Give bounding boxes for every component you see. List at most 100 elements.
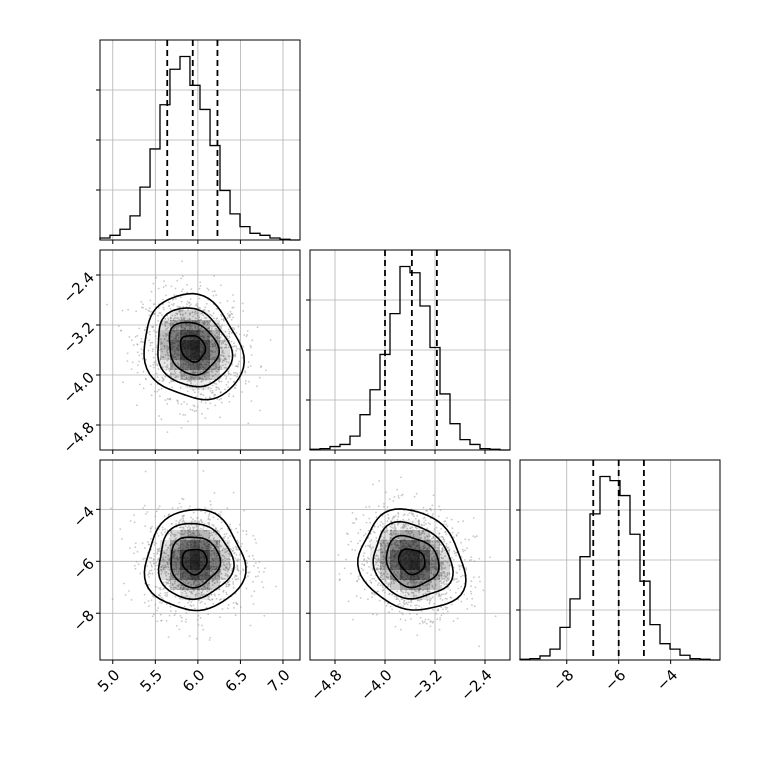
histogram-panel-1	[306, 249, 511, 454]
sample-point	[158, 505, 161, 508]
density-cell	[200, 370, 210, 380]
sample-point	[168, 538, 171, 540]
sample-point	[193, 371, 196, 374]
sample-point	[473, 560, 476, 562]
sample-point	[176, 572, 179, 575]
density-cell	[180, 340, 190, 350]
sample-point	[434, 584, 437, 587]
panel-frame	[99, 39, 301, 241]
sample-point	[478, 645, 480, 648]
sample-point	[180, 506, 183, 508]
sample-point	[422, 621, 424, 624]
sample-point	[226, 558, 229, 561]
density-cell	[390, 570, 400, 580]
sample-point	[182, 306, 185, 308]
sample-point	[442, 557, 445, 560]
sample-point	[172, 586, 175, 589]
sample-point	[351, 512, 354, 514]
sample-point	[409, 618, 412, 620]
sample-point	[138, 354, 141, 357]
sample-point	[170, 523, 173, 525]
sample-point	[445, 545, 448, 548]
sample-point	[135, 404, 138, 407]
sample-point	[142, 387, 145, 390]
contour-level	[170, 536, 222, 589]
sample-point	[178, 522, 180, 524]
sample-point	[181, 497, 183, 500]
sample-point	[209, 500, 212, 503]
sample-point	[393, 496, 396, 498]
density-cell	[370, 550, 380, 560]
sample-point	[461, 574, 464, 577]
sample-point	[207, 598, 210, 601]
sample-point	[395, 532, 397, 535]
sample-point	[443, 540, 445, 543]
sample-point	[219, 339, 222, 341]
sample-point	[178, 545, 181, 547]
sample-point	[190, 382, 193, 385]
sample-point	[182, 498, 185, 501]
sample-point	[152, 363, 155, 366]
sample-point	[224, 572, 227, 575]
sample-point	[192, 526, 194, 529]
sample-point	[429, 599, 431, 602]
sample-point	[452, 620, 455, 623]
sample-point	[422, 545, 425, 548]
sample-point	[212, 562, 215, 565]
sample-point	[218, 593, 220, 596]
sample-point	[219, 513, 222, 516]
sample-point	[175, 537, 177, 540]
sample-point	[221, 351, 224, 354]
sample-point	[130, 368, 133, 370]
sample-point	[209, 546, 212, 549]
sample-point	[209, 320, 212, 323]
sample-point	[227, 568, 230, 571]
sample-point	[194, 304, 197, 307]
sample-point	[383, 568, 385, 571]
sample-point	[209, 539, 212, 541]
sample-point	[200, 393, 203, 395]
sample-point	[378, 480, 381, 482]
sample-point	[438, 505, 440, 508]
sample-point	[378, 571, 380, 573]
sample-point	[197, 391, 200, 393]
sample-point	[158, 312, 161, 314]
sample-point	[395, 595, 398, 598]
sample-point	[427, 590, 429, 593]
sample-point	[193, 532, 195, 535]
sample-point	[223, 548, 226, 551]
sample-point	[434, 537, 437, 539]
sample-point	[106, 303, 108, 306]
sample-point	[183, 587, 186, 590]
sample-point	[207, 327, 210, 330]
sample-point	[386, 582, 388, 584]
sample-point	[168, 558, 171, 560]
sample-point	[225, 551, 228, 553]
sample-point	[424, 546, 427, 549]
sample-point	[421, 620, 424, 622]
sample-point	[226, 563, 228, 566]
sample-point	[185, 588, 188, 591]
sample-point	[439, 586, 442, 589]
sample-point	[158, 415, 160, 417]
sample-point	[218, 333, 221, 336]
sample-point	[153, 555, 156, 557]
sample-point	[134, 335, 137, 338]
sample-point	[227, 581, 230, 583]
sample-point	[178, 557, 181, 559]
sample-point	[436, 540, 438, 542]
sample-point	[440, 544, 443, 546]
sample-point	[181, 314, 184, 317]
sample-point	[360, 567, 363, 570]
sample-point	[379, 548, 382, 551]
sample-point	[430, 581, 432, 583]
sample-point	[140, 301, 143, 303]
sample-point	[431, 584, 434, 587]
sample-point	[443, 580, 445, 583]
sample-point	[245, 533, 248, 536]
sample-point	[110, 507, 112, 510]
sample-point	[377, 505, 380, 507]
sample-point	[207, 387, 210, 389]
sample-point	[175, 570, 178, 573]
sample-point	[424, 519, 427, 522]
